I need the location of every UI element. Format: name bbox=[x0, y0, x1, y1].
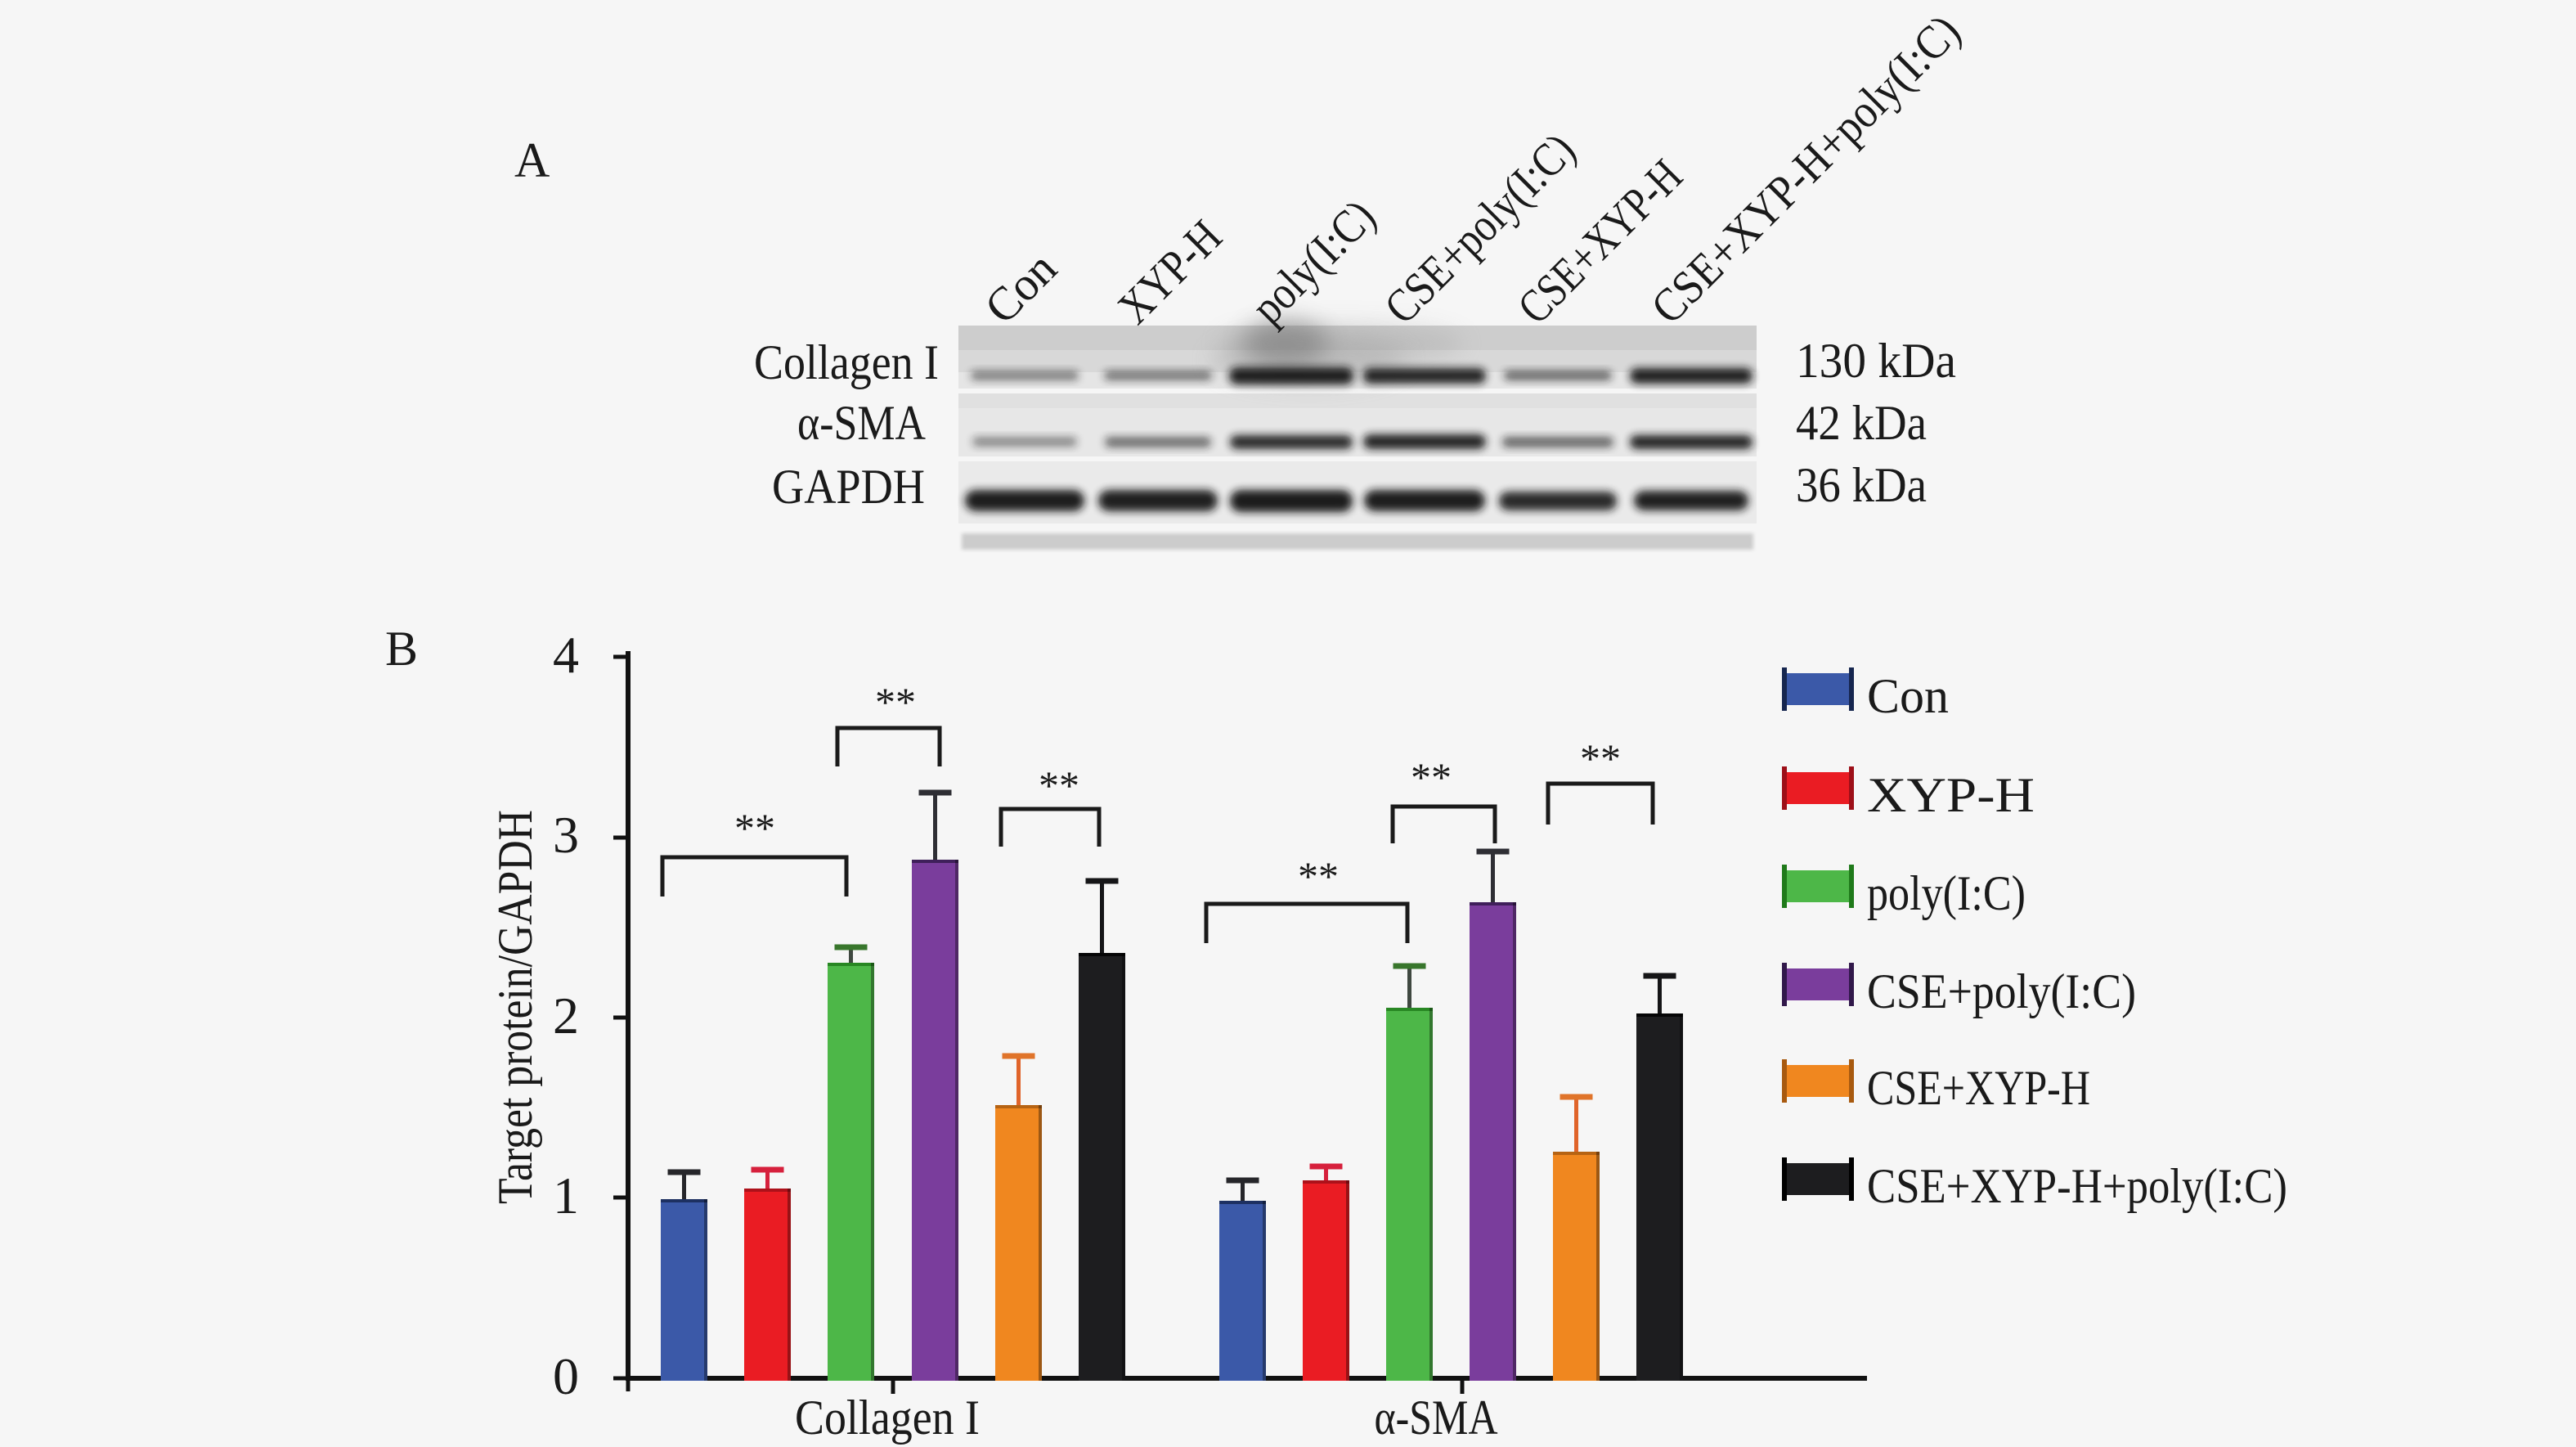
svg-text:2: 2 bbox=[553, 986, 579, 1045]
svg-text:A: A bbox=[514, 133, 550, 187]
svg-text:**: ** bbox=[734, 805, 775, 851]
svg-text:Collagen I: Collagen I bbox=[754, 335, 939, 389]
svg-text:poly(I:C): poly(I:C) bbox=[1867, 866, 2026, 920]
svg-text:XYP-H: XYP-H bbox=[1107, 209, 1232, 334]
svg-text:poly(I:C): poly(I:C) bbox=[1241, 189, 1385, 334]
svg-text:4: 4 bbox=[553, 626, 579, 684]
svg-text:36 kDa: 36 kDa bbox=[1796, 458, 1927, 512]
svg-text:Con: Con bbox=[1867, 669, 1949, 723]
svg-text:α-SMA: α-SMA bbox=[797, 396, 926, 450]
svg-text:**: ** bbox=[1039, 762, 1079, 808]
svg-text:**: ** bbox=[1298, 853, 1339, 899]
svg-text:**: ** bbox=[1411, 754, 1452, 800]
svg-text:1: 1 bbox=[553, 1166, 579, 1225]
svg-text:Target protein/GAPDH: Target protein/GAPDH bbox=[488, 810, 542, 1204]
svg-text:0: 0 bbox=[553, 1347, 579, 1405]
svg-text:Con: Con bbox=[974, 241, 1066, 334]
svg-text:3: 3 bbox=[553, 806, 579, 864]
svg-text:**: ** bbox=[1580, 735, 1621, 781]
svg-text:B: B bbox=[385, 622, 418, 676]
svg-text:Collagen I: Collagen I bbox=[795, 1391, 980, 1445]
svg-text:CSE+XYP-H: CSE+XYP-H bbox=[1867, 1061, 2090, 1115]
svg-text:CSE+XYP-H+poly(I:C): CSE+XYP-H+poly(I:C) bbox=[1640, 4, 1970, 334]
svg-text:42 kDa: 42 kDa bbox=[1796, 396, 1927, 450]
svg-text:CSE+poly(I:C): CSE+poly(I:C) bbox=[1867, 964, 2136, 1018]
svg-text:α-SMA: α-SMA bbox=[1375, 1391, 1498, 1445]
svg-text:CSE+XYP-H+poly(I:C): CSE+XYP-H+poly(I:C) bbox=[1867, 1159, 2287, 1213]
svg-text:130 kDa: 130 kDa bbox=[1796, 334, 1956, 388]
svg-text:XYP-H: XYP-H bbox=[1867, 768, 2035, 822]
svg-text:**: ** bbox=[875, 679, 916, 725]
svg-text:GAPDH: GAPDH bbox=[772, 460, 925, 514]
